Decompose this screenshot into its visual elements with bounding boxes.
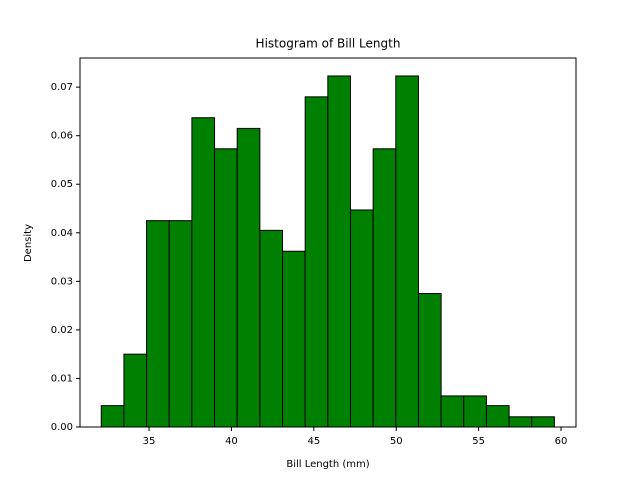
bar (463, 395, 487, 428)
chart-title: Histogram of Bill Length (256, 37, 401, 51)
y-tick-label: 0.04 (51, 228, 73, 239)
x-tick-label: 35 (143, 436, 156, 447)
bar (327, 75, 351, 428)
bar (531, 416, 555, 428)
bar (214, 148, 238, 428)
bar (282, 250, 306, 428)
y-tick-label: 0.01 (51, 373, 73, 384)
bar (259, 229, 284, 428)
bar (123, 353, 148, 428)
x-tick-label: 45 (307, 436, 320, 447)
bar (191, 117, 216, 428)
y-tick-label: 0.06 (51, 131, 73, 142)
bar (349, 209, 374, 428)
y-tick-label: 0.07 (51, 82, 73, 93)
bar (304, 96, 329, 428)
bar (100, 405, 125, 428)
bar (395, 75, 419, 428)
x-tick-label: 40 (225, 436, 238, 447)
x-tick-label: 50 (390, 436, 403, 447)
bar (485, 405, 510, 428)
bar (417, 292, 442, 428)
bar (168, 220, 193, 428)
plot-frame (79, 57, 577, 428)
bar (236, 127, 261, 428)
bar (440, 395, 465, 428)
y-tick-label: 0.05 (51, 179, 73, 190)
bar (372, 148, 397, 428)
y-tick-label: 0.00 (51, 422, 73, 433)
x-tick-label: 60 (555, 436, 568, 447)
y-tick-label: 0.03 (51, 276, 73, 287)
x-axis-label: Bill Length (mm) (286, 459, 369, 470)
y-axis-label: Density (23, 224, 34, 262)
x-tick-label: 55 (472, 436, 485, 447)
bar (146, 220, 170, 428)
bar (508, 416, 533, 428)
y-tick-label: 0.02 (51, 325, 73, 336)
